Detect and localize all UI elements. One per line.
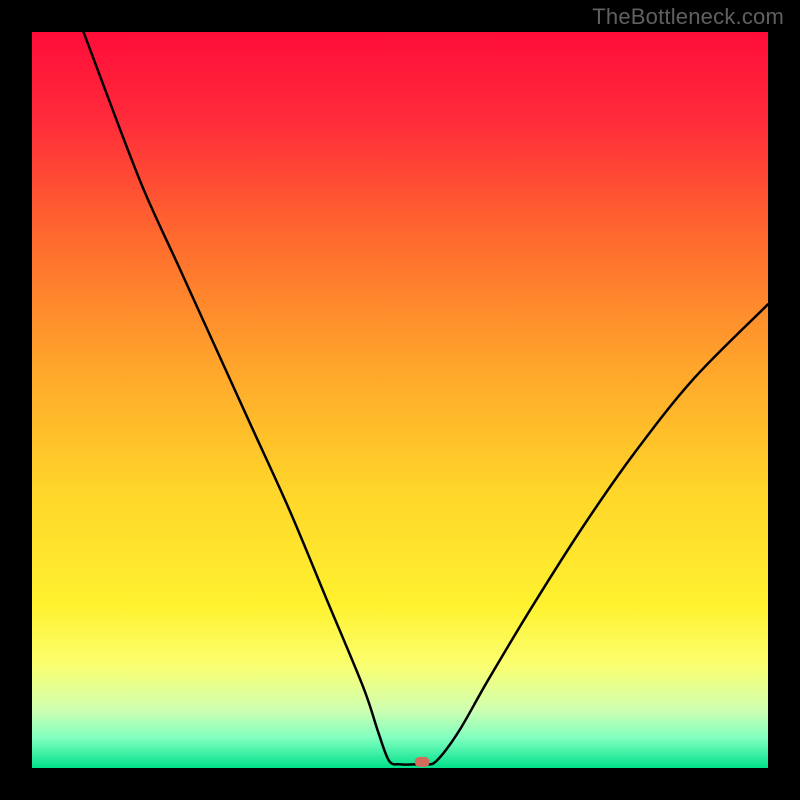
bottleneck-curve bbox=[32, 32, 768, 768]
curve-path bbox=[84, 32, 768, 765]
plot-area bbox=[32, 32, 768, 768]
current-point-marker bbox=[415, 757, 430, 767]
watermark: TheBottleneck.com bbox=[592, 4, 784, 30]
